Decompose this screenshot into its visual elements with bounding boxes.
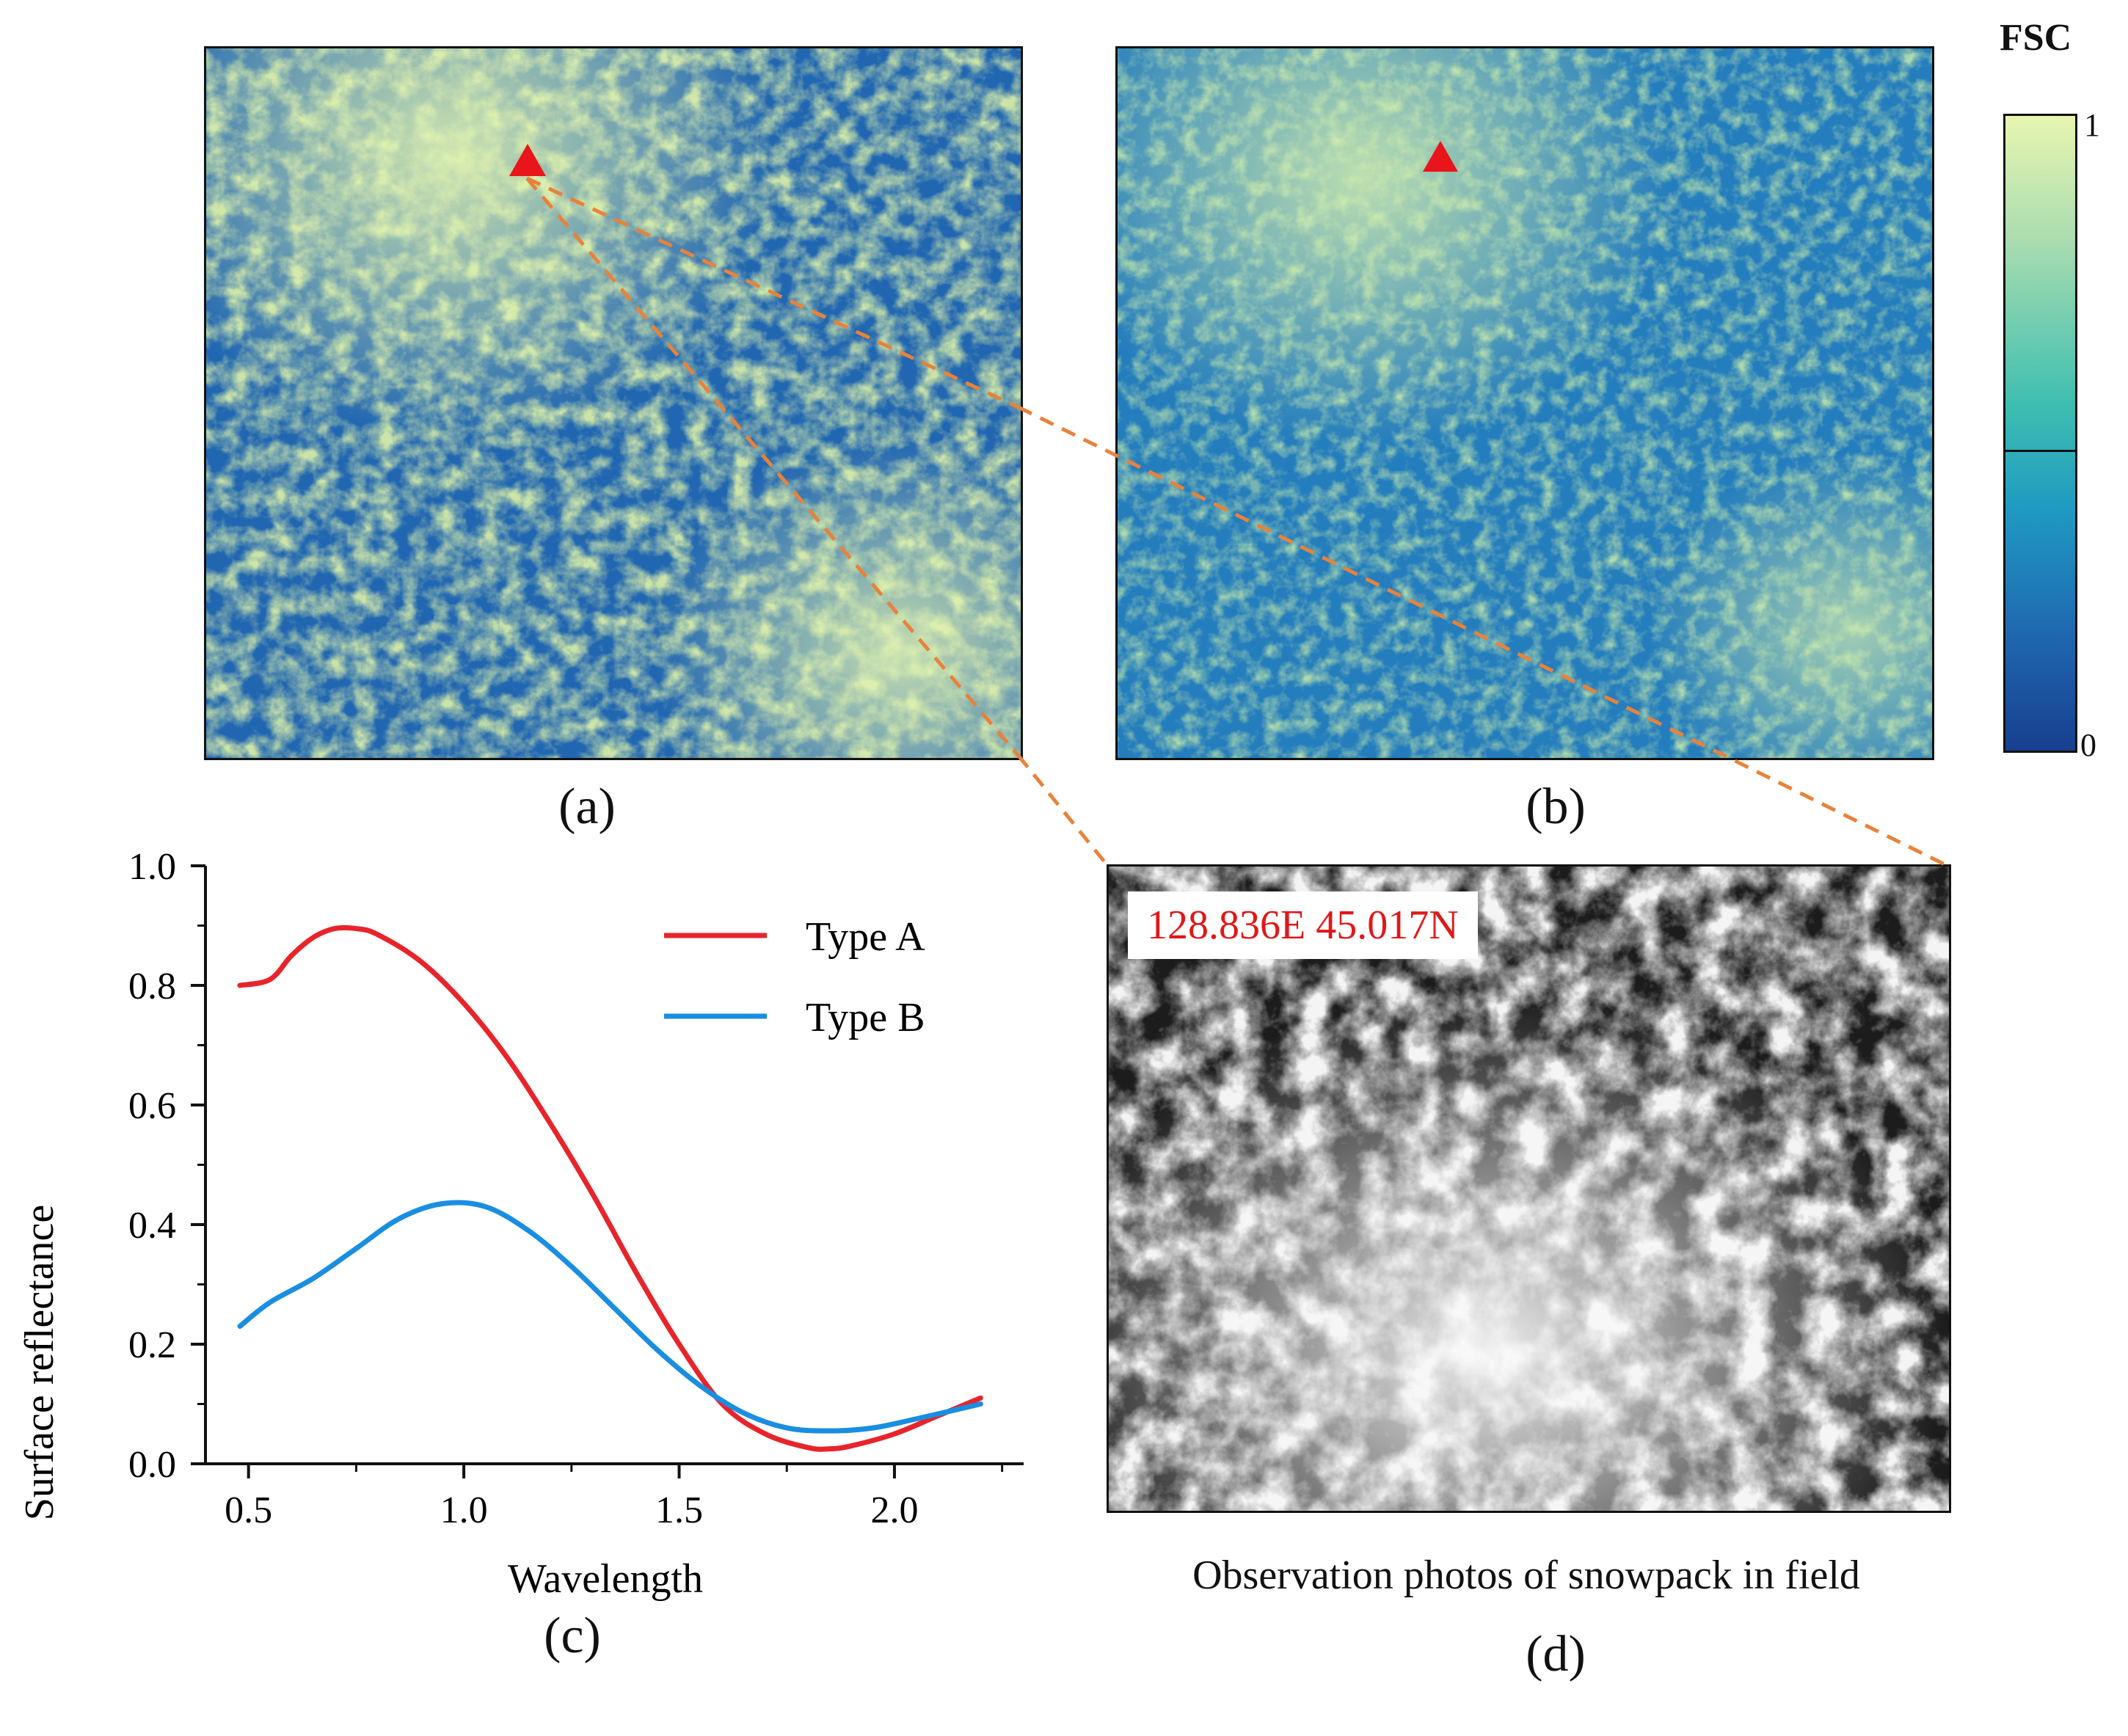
photo-caption: Observation photos of snowpack in field [1192,1553,1860,1598]
x-tick-label: 1.0 [440,1489,488,1531]
colorbar-title: FSC [2000,17,2072,59]
legend-label-type-a: Type A [806,914,925,960]
site-marker-a [509,144,546,176]
y-tick-label: 0.2 [128,1324,176,1366]
x-tick-label: 2.0 [870,1489,918,1531]
fsc-colorbar [2003,114,2077,753]
colorbar-min-label: 0 [2080,727,2096,763]
series-line-type-b [237,1200,983,1434]
panel-b-caption: (b) [1526,778,1586,835]
panel-d-caption: (d) [1526,1626,1586,1682]
y-tick-label: 0.0 [128,1444,176,1486]
panel-c-caption: (c) [544,1608,601,1664]
panel-a-caption: (a) [558,778,616,835]
legend-label-type-b: Type B [806,995,925,1040]
red-triangle-icon [1423,141,1458,172]
photo-coordinate-label: 128.836E 45.017N [1128,891,1478,959]
x-tick-label: 0.5 [225,1489,272,1531]
snowpack-photo-image [1109,867,1949,1511]
y-tick-label: 0.6 [128,1085,176,1127]
chart-axes: 0.0 0.2 0.4 0.6 0.8 1.0 0.5 1.0 1.5 2.0 [128,846,1024,1531]
snowpack-photo: 128.836E 45.017N [1107,864,1951,1513]
y-axis-label: Surface reflectance [17,1205,62,1521]
x-tick-label: 1.5 [655,1489,703,1531]
series-line-type-a [237,924,983,1452]
y-tick-label: 0.8 [128,966,176,1007]
reflectance-chart: 0.00.20.40.60.81.00.5 1.0 1.5 2.0 Type ATyp… [17,846,1024,1602]
red-triangle-icon [509,144,546,176]
chart-series-group [237,924,983,1452]
x-axis-label: Wavelength [508,1556,703,1602]
y-tick-label: 0.4 [128,1205,176,1247]
y-tick-label: 1.0 [128,846,176,888]
chart-legend: Type A Type B [664,914,925,1040]
fsc-map-b [1115,46,1934,760]
colorbar-divider [2005,450,2075,452]
colorbar-max-label: 1 [2084,107,2100,143]
fsc-map-a [204,46,1023,760]
site-marker-b [1423,141,1458,172]
